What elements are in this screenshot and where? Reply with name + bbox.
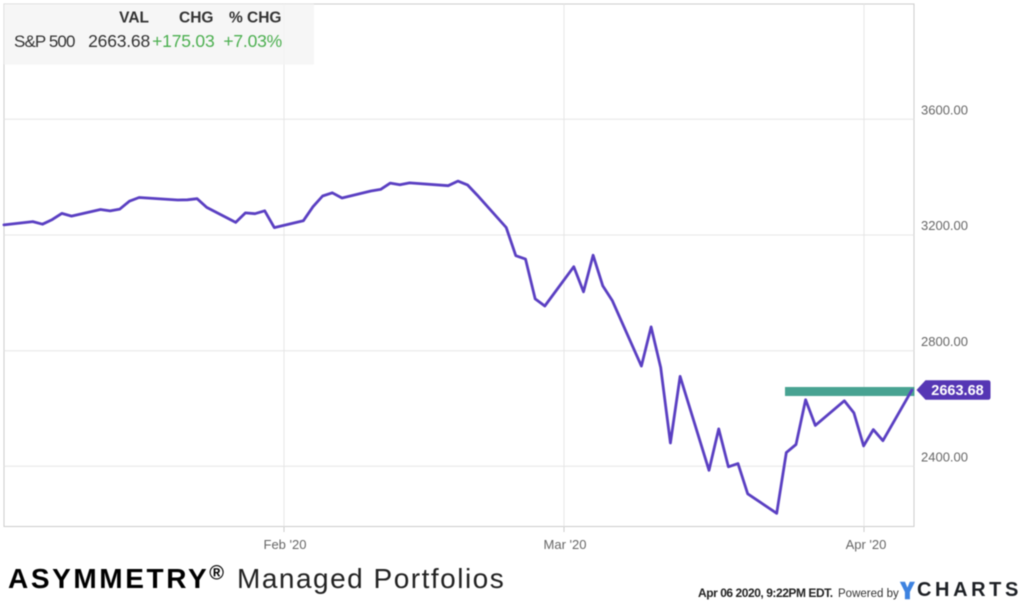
svg-text:VAL: VAL [119, 10, 149, 27]
svg-text:Powered by: Powered by [838, 588, 899, 600]
svg-text:CHARTS: CHARTS [917, 579, 1022, 601]
svg-text:+175.03: +175.03 [152, 31, 214, 51]
svg-text:3200.00: 3200.00 [921, 218, 968, 233]
svg-text:Apr '20: Apr '20 [846, 537, 887, 552]
svg-text:2663.68: 2663.68 [88, 31, 150, 51]
svg-text:ASYMMETRY®: ASYMMETRY® [8, 563, 227, 595]
svg-text:2663.68: 2663.68 [931, 383, 983, 399]
svg-text:3600.00: 3600.00 [921, 103, 968, 118]
svg-text:2400.00: 2400.00 [921, 450, 968, 465]
svg-text:Mar '20: Mar '20 [544, 537, 587, 552]
svg-text:+7.03%: +7.03% [223, 31, 282, 51]
svg-text:2800.00: 2800.00 [921, 334, 968, 349]
svg-text:S&P 500: S&P 500 [14, 32, 75, 51]
svg-text:% CHG: % CHG [229, 10, 282, 27]
svg-text:Apr 06 2020, 9:22PM EDT.: Apr 06 2020, 9:22PM EDT. [698, 586, 833, 600]
svg-text:Managed Portfolios: Managed Portfolios [237, 563, 505, 594]
svg-text:CHG: CHG [179, 10, 213, 27]
svg-text:Feb '20: Feb '20 [264, 537, 307, 552]
